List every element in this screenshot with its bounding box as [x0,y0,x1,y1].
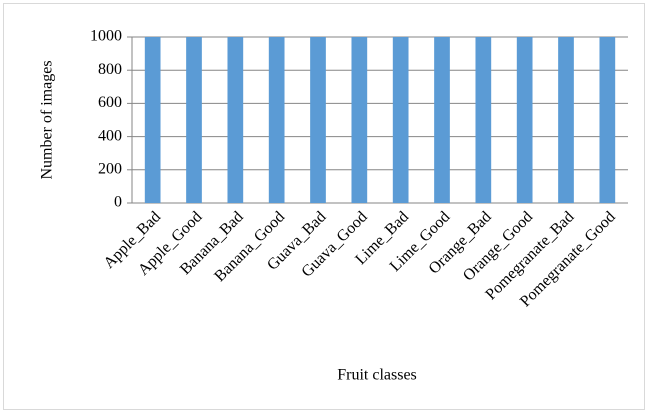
y-tick-label: 0 [114,194,122,211]
bar [475,37,492,203]
y-tick-label: 400 [98,127,122,144]
bar [186,37,202,203]
y-tick-label: 800 [98,61,122,78]
bar [392,37,409,203]
bar [310,37,326,203]
bar [516,37,533,203]
bar [599,37,616,203]
y-tick-label: 1000 [90,28,122,45]
y-axis-title: Number of images [39,60,56,179]
bar [558,37,574,203]
y-tick-label: 200 [98,160,122,177]
y-tick-label: 600 [98,94,122,111]
bar [144,37,161,203]
bar [434,37,450,203]
bar [351,37,368,203]
bar [268,37,285,203]
bar [227,37,244,203]
x-axis-title: Fruit classes [337,367,417,384]
